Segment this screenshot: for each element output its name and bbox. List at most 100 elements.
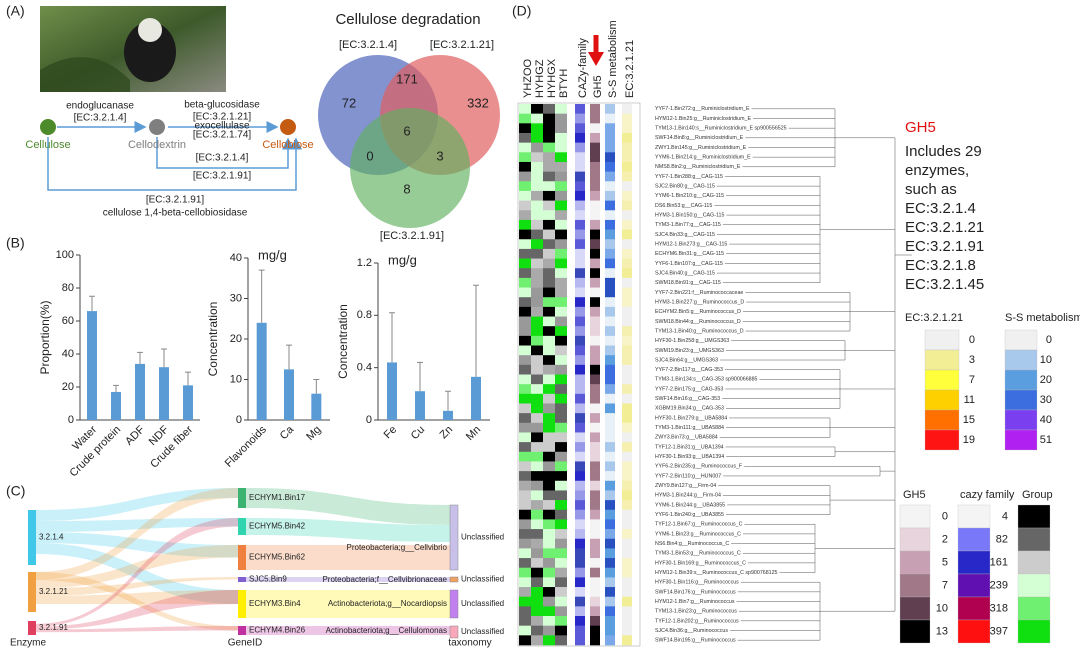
heatmap-cell <box>531 229 543 240</box>
heatmap-cell <box>519 277 531 288</box>
leaf-label: SWM18.Bin91:g__CAG-115 <box>655 280 721 286</box>
legend-swatch <box>924 369 960 391</box>
bar <box>387 362 397 420</box>
heatmap-cell <box>531 538 543 549</box>
flow <box>36 488 238 580</box>
leaf-label: ZWY3.Bin73:g__UBA5884 <box>655 435 718 441</box>
heatmap-cell <box>531 500 543 511</box>
heatmap-cell <box>622 132 632 143</box>
heatmap-cell <box>519 451 531 462</box>
y-tick-label: 30 <box>230 292 242 304</box>
heatmap-cell <box>605 577 615 588</box>
heatmap-cell <box>543 538 555 549</box>
heatmap-cell <box>605 104 615 114</box>
legend-swatch <box>957 596 991 621</box>
heatmap-cell <box>590 190 600 201</box>
heatmap-cell <box>575 519 585 530</box>
heatmap-cell <box>555 210 567 221</box>
heatmap-cell <box>590 548 600 559</box>
heatmap-cell <box>519 461 531 472</box>
bar <box>284 369 294 420</box>
heatmap-cell <box>519 161 531 172</box>
heatmap-cell <box>575 422 585 433</box>
heatmap-cell <box>555 529 567 540</box>
heatmap-cell <box>605 113 615 124</box>
legend-label: 161 <box>990 556 1008 568</box>
legend-swatch <box>957 527 991 552</box>
heatmap-cell <box>543 335 555 346</box>
note-line: such as <box>905 181 957 198</box>
heatmap-cell <box>555 142 567 153</box>
heatmap-cell <box>555 500 567 511</box>
heatmap-cell <box>519 181 531 192</box>
heatmap-cell <box>519 538 531 549</box>
heatmap-cell <box>543 210 555 221</box>
heatmap-cell <box>543 606 555 617</box>
heatmap-cell <box>590 345 600 356</box>
note-line: EC:3.2.1.45 <box>905 276 984 293</box>
heatmap-cell <box>555 471 567 482</box>
legend-swatch <box>1004 329 1038 351</box>
heatmap-cell <box>622 567 632 578</box>
heatmap-cell <box>575 403 585 414</box>
heatmap-cell <box>555 171 567 182</box>
heatmap-cell <box>575 345 585 356</box>
enzyme-label: 3.2.1.21 <box>39 587 68 596</box>
unit-label: mg/g <box>258 247 287 262</box>
heatmap-cell <box>555 567 567 578</box>
axis-label: Enzyme <box>10 638 47 649</box>
heatmap-cell <box>622 181 632 192</box>
heatmap-cell <box>575 316 585 327</box>
leaf-label: SWM18.Bin44:g__Ruminococcus_D <box>655 319 741 325</box>
heatmap-cell <box>531 200 543 211</box>
enzyme-node <box>28 572 36 612</box>
enzyme-label: [EC:3.2.1.91] <box>193 171 252 182</box>
flow <box>36 518 238 627</box>
flow <box>246 488 450 525</box>
heatmap-cell <box>531 268 543 279</box>
heatmap-cell <box>605 384 615 395</box>
heatmap-cell <box>555 461 567 472</box>
legend-swatch <box>924 409 960 431</box>
heatmap-cell <box>590 625 600 636</box>
heatmap-cell <box>519 132 531 143</box>
heatmap-cell <box>590 200 600 211</box>
heatmap-cell <box>590 277 600 288</box>
heatmap-cell <box>590 403 600 414</box>
heatmap-cell <box>531 219 543 230</box>
error-bar <box>313 379 320 394</box>
heatmap-cell <box>531 384 543 395</box>
heatmap-cell <box>575 326 585 337</box>
heatmap-cell <box>622 104 632 114</box>
heatmap-cell <box>590 123 600 134</box>
heatmap-cell <box>622 500 632 511</box>
legend-label: 15 <box>963 414 975 426</box>
heatmap-cell <box>519 422 531 433</box>
heatmap-cell <box>605 181 615 192</box>
heatmap-cell <box>605 606 615 617</box>
heatmap-cell <box>519 567 531 578</box>
x-tick-label: Ca <box>278 423 297 442</box>
flow <box>246 545 450 570</box>
heatmap-cell <box>575 451 585 462</box>
gene-label: ECHYM5.Bin42 <box>249 522 306 531</box>
heatmap-cell <box>543 558 555 569</box>
heatmap-cell <box>590 142 600 153</box>
heatmap-cell <box>519 248 531 259</box>
heatmap-cell <box>622 480 632 491</box>
heatmap-cell <box>605 287 615 298</box>
heatmap-cell <box>519 152 531 163</box>
heatmap-cell <box>605 442 615 453</box>
heatmap-cell <box>543 616 555 626</box>
axis-label: GeneID <box>228 638 262 649</box>
x-tick-label: Zn <box>438 424 456 442</box>
heatmap-cell <box>555 355 567 366</box>
heatmap-cell <box>590 248 600 259</box>
legend-swatch <box>899 619 931 644</box>
heatmap-cell <box>555 635 567 646</box>
photo-panda-head <box>138 18 162 42</box>
bar <box>111 391 121 420</box>
note-line: enzymes, <box>905 162 969 179</box>
legend-swatch <box>1017 527 1051 552</box>
legend-label: 0 <box>969 334 975 346</box>
